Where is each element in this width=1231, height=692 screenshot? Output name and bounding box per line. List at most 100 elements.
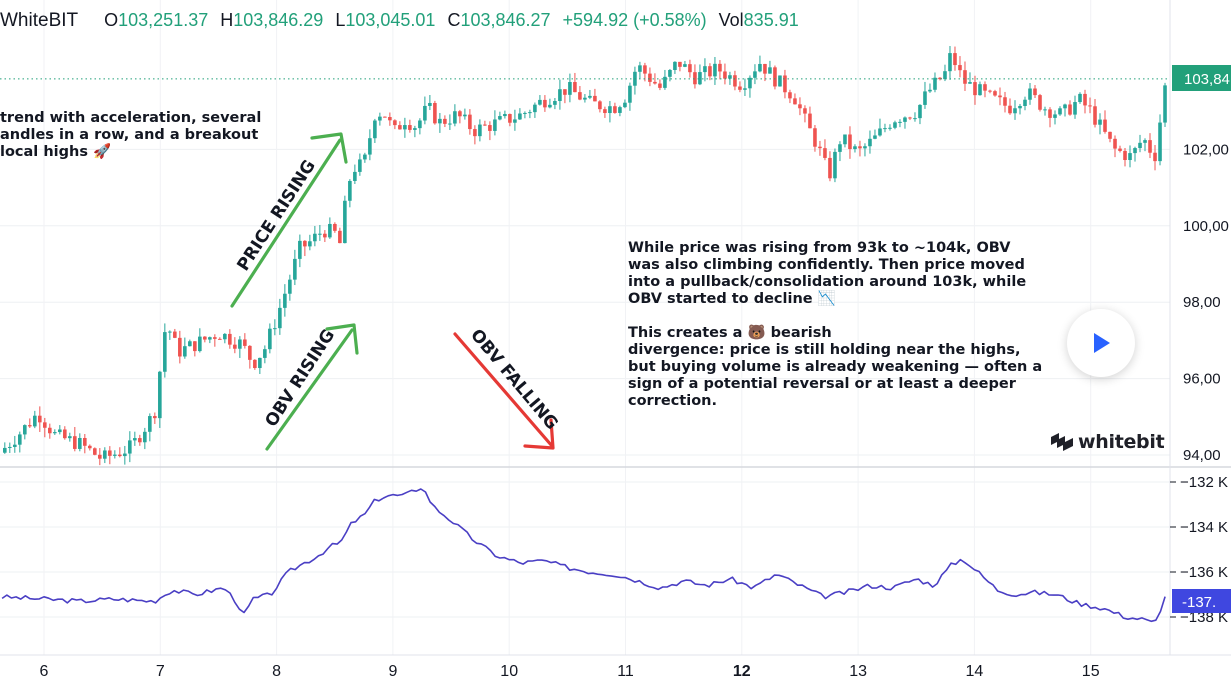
- candlestick-series: [3, 46, 1167, 466]
- candle-body: [193, 341, 197, 352]
- candle-body: [908, 117, 912, 119]
- candle-body: [623, 102, 627, 108]
- symbol-name[interactable]: WhiteBIT: [0, 10, 79, 31]
- candle-body: [853, 146, 857, 150]
- candle-body: [808, 113, 812, 129]
- candle-body: [58, 429, 62, 433]
- candle-body: [558, 89, 562, 102]
- candle-body: [353, 171, 357, 181]
- candle-body: [593, 95, 597, 102]
- candle-body: [233, 344, 237, 349]
- candle-body: [938, 77, 942, 80]
- candle-body: [1083, 93, 1087, 106]
- candle-body: [563, 89, 567, 95]
- candle-body: [548, 104, 552, 108]
- candle-body: [473, 129, 477, 137]
- candle-body: [838, 144, 842, 152]
- candle-body: [943, 71, 947, 80]
- candle-body: [1018, 105, 1022, 109]
- close-key: C: [447, 10, 461, 30]
- candle-body: [468, 114, 472, 130]
- candle-body: [993, 91, 997, 96]
- candle-body: [1128, 153, 1132, 161]
- candle-body: [933, 77, 937, 90]
- candle-body: [238, 339, 242, 349]
- candle-body: [1078, 93, 1082, 103]
- candle-body: [448, 123, 452, 125]
- candle-body: [738, 86, 742, 90]
- candle-body: [498, 116, 502, 120]
- candle-body: [483, 124, 487, 126]
- obv-line: [1, 488, 1166, 623]
- candle-body: [338, 230, 342, 244]
- candle-body: [858, 146, 862, 149]
- candle-body: [603, 109, 607, 114]
- candle-body: [268, 328, 272, 350]
- candle-body: [283, 293, 287, 308]
- candle-body: [978, 84, 982, 96]
- candle-body: [663, 76, 667, 88]
- candle-body: [868, 138, 872, 147]
- candle-body: [818, 146, 822, 149]
- x-tick-label: 10: [500, 663, 518, 680]
- candle-body: [878, 128, 882, 136]
- candle-body: [898, 121, 902, 123]
- candle-body: [1153, 152, 1157, 162]
- x-tick-label: 6: [40, 663, 49, 680]
- candle-body: [518, 113, 522, 120]
- candle-body: [423, 105, 427, 121]
- candle-body: [1068, 104, 1072, 115]
- candle-body: [458, 111, 462, 117]
- candle-body: [178, 337, 182, 357]
- candle-body: [68, 436, 72, 439]
- candle-body: [513, 119, 517, 123]
- candle-body: [668, 70, 672, 77]
- candle-body: [108, 450, 112, 456]
- high-value: 103,846.29: [233, 10, 324, 30]
- candle-body: [313, 233, 317, 242]
- candle-body: [383, 116, 387, 118]
- candle-body: [188, 341, 192, 347]
- candle-body: [678, 61, 682, 67]
- x-tick-label: 13: [849, 663, 867, 680]
- candle-body: [733, 75, 737, 87]
- candle-body: [393, 120, 397, 126]
- low-key: L: [335, 10, 346, 30]
- candle-body: [78, 437, 82, 449]
- candle-body: [213, 337, 217, 339]
- play-button[interactable]: [1067, 309, 1135, 377]
- candle-body: [1048, 109, 1052, 118]
- candle-body: [598, 101, 602, 110]
- candle-body: [1138, 142, 1142, 149]
- candle-body: [983, 84, 987, 91]
- svg-text:-137.: -137.: [1182, 594, 1216, 611]
- candle-body: [538, 99, 542, 105]
- candle-body: [928, 89, 932, 92]
- candle-body: [923, 91, 927, 105]
- candle-body: [288, 279, 292, 294]
- candle-body: [1073, 102, 1077, 115]
- price-tick-label: 102,00: [1183, 141, 1229, 158]
- candle-body: [508, 114, 512, 123]
- candle-body: [13, 444, 17, 447]
- candle-body: [428, 102, 432, 106]
- candle-body: [528, 112, 532, 114]
- candle-body: [1028, 88, 1032, 100]
- logo-wordmark: whitebit: [1078, 431, 1165, 453]
- candle-body: [308, 241, 312, 247]
- whitebit-logo-icon: [1051, 433, 1073, 451]
- x-tick-label: 15: [1082, 663, 1100, 680]
- candle-body: [708, 66, 712, 77]
- candle-body: [813, 128, 817, 147]
- candle-body: [1113, 138, 1117, 149]
- candle-body: [243, 339, 247, 346]
- candle-body: [888, 127, 892, 129]
- open-value: 103,251.37: [118, 10, 209, 30]
- candle-body: [608, 106, 612, 114]
- candle-body: [253, 359, 257, 369]
- candle-body: [1103, 119, 1107, 132]
- x-tick-label: 11: [617, 663, 634, 680]
- x-tick-label: 7: [156, 663, 165, 680]
- candle-body: [438, 118, 442, 124]
